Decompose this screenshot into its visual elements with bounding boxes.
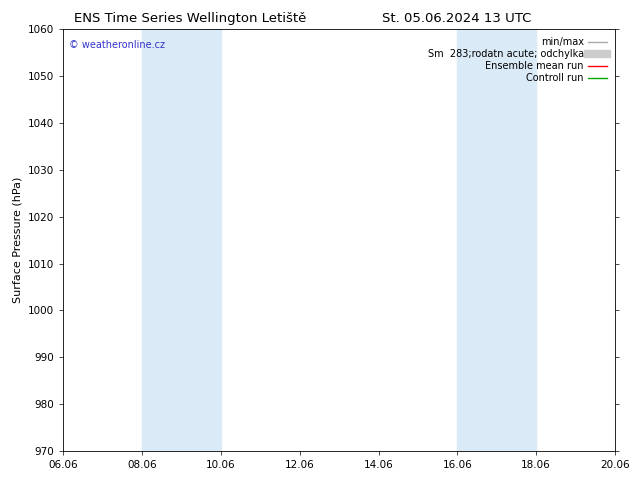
Text: St. 05.06.2024 13 UTC: St. 05.06.2024 13 UTC <box>382 12 531 25</box>
Text: © weatheronline.cz: © weatheronline.cz <box>69 40 165 50</box>
Bar <box>142 29 221 451</box>
Text: ENS Time Series Wellington Letiště: ENS Time Series Wellington Letiště <box>74 12 306 25</box>
Y-axis label: Surface Pressure (hPa): Surface Pressure (hPa) <box>13 177 23 303</box>
Legend: min/max, Sm  283;rodatn acute; odchylka, Ensemble mean run, Controll run: min/max, Sm 283;rodatn acute; odchylka, … <box>425 34 610 86</box>
Bar <box>457 29 536 451</box>
